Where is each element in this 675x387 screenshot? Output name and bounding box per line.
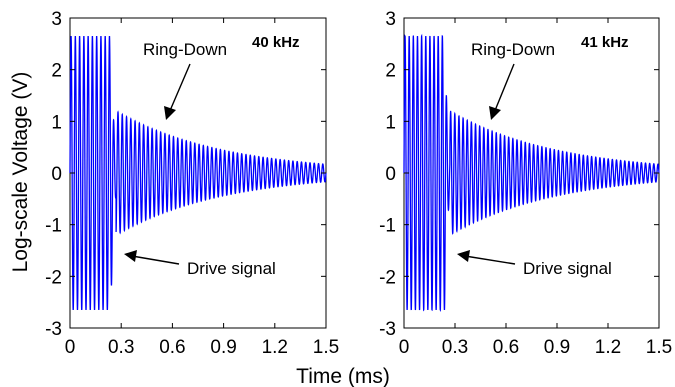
frequency-label-right: 41 kHz	[581, 34, 629, 51]
waveform-line-right	[403, 33, 660, 313]
frequency-label-left: 40 kHz	[252, 34, 300, 51]
y-tick-label: -1	[379, 216, 396, 237]
y-tick-label: 0	[51, 164, 62, 185]
y-tick-label: -2	[379, 267, 396, 288]
waveform-line-left	[69, 35, 327, 311]
x-tick-label: 0.6	[159, 337, 185, 358]
x-tick-label: 1.5	[313, 337, 339, 358]
arrow-ringdown-right	[489, 63, 515, 120]
y-tick-label: 1	[51, 112, 62, 133]
x-tick-label: 0	[65, 337, 76, 358]
y-tick-label: -1	[45, 216, 62, 237]
annotation-drive-right: Drive signal	[523, 259, 612, 278]
y-ticks-right: -3 -2 -1 0 1 2 3	[379, 9, 659, 340]
x-tick-label: 1.2	[262, 337, 288, 358]
x-tick-label: 0.3	[108, 337, 134, 358]
y-tick-label: 3	[385, 9, 396, 30]
y-tick-label: 0	[385, 164, 396, 185]
panel-41khz: -3 -2 -1 0 1 2 3 0 0.3 0.6 0.9 1.2 1.5 Ring-Down 41…	[379, 9, 672, 358]
y-axis-label: Log-scale Voltage (V)	[9, 72, 32, 273]
y-tick-label: 2	[51, 61, 62, 82]
y-tick-label: -2	[45, 267, 62, 288]
x-axis-label: Time (ms)	[296, 365, 390, 387]
y-tick-label: 3	[51, 9, 62, 30]
waveform-left	[69, 35, 327, 311]
x-tick-label: 0.3	[442, 337, 468, 358]
x-ticks-right: 0 0.3 0.6 0.9 1.2 1.5	[399, 18, 672, 358]
x-tick-label: 0.6	[493, 337, 519, 358]
x-tick-label: 0	[399, 337, 410, 358]
annotation-drive-left: Drive signal	[187, 259, 276, 278]
x-tick-label: 0.9	[544, 337, 570, 358]
y-tick-label: -3	[379, 319, 396, 340]
x-tick-label: 0.9	[210, 337, 236, 358]
arrow-ringdown-left	[164, 63, 191, 120]
y-tick-label: 2	[385, 61, 396, 82]
y-tick-label: 1	[385, 112, 396, 133]
waveform-right	[403, 33, 660, 313]
annotation-ringdown-right: Ring-Down	[471, 40, 555, 59]
panel-40khz: -3 -2 -1 0 1 2 3 0 0.3 0.6 0.9 1.2 1.5 Ring-Down 40…	[45, 9, 339, 358]
x-tick-label: 1.2	[595, 337, 621, 358]
annotation-ringdown-left: Ring-Down	[143, 40, 227, 59]
y-tick-label: -3	[45, 319, 62, 340]
arrow-drive-right	[457, 250, 516, 265]
x-tick-label: 1.5	[646, 337, 672, 358]
arrow-drive-left	[124, 250, 180, 265]
y-ticks-left: -3 -2 -1 0 1 2 3	[45, 9, 326, 340]
x-ticks-left: 0 0.3 0.6 0.9 1.2 1.5	[65, 18, 339, 358]
